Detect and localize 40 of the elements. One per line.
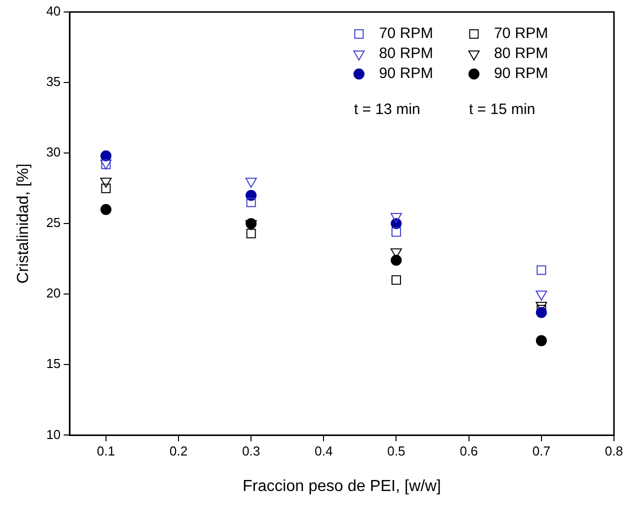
x-tick-label: 0.1 — [96, 444, 115, 459]
legend-label: 90 RPM — [378, 65, 434, 82]
annotation: t = 13 min — [354, 101, 420, 118]
x-tick-label: 0.8 — [604, 444, 624, 459]
point — [392, 275, 401, 285]
y-tick-label: 10 — [46, 426, 61, 442]
y-axis-title: Cristalinidad, [%] — [15, 164, 32, 284]
legend-label: 80 RPM — [494, 45, 548, 62]
y-tick-label: 40 — [46, 4, 61, 19]
legend-label: 90 RPM — [494, 65, 548, 82]
point — [392, 227, 401, 237]
point — [246, 228, 256, 238]
x-tick-label: 0.2 — [169, 444, 188, 459]
x-tick-label: 0.4 — [314, 444, 333, 459]
x-tick-label: 0.3 — [242, 444, 260, 459]
point — [100, 178, 112, 188]
point — [101, 184, 111, 194]
y-tick-label: 20 — [46, 286, 61, 301]
point — [536, 290, 548, 301]
point — [536, 335, 547, 346]
x-tick-label: 0.6 — [460, 444, 478, 459]
y-tick-label: 15 — [46, 356, 61, 372]
legend-label: 70 RPM — [378, 25, 434, 42]
y-tick-label: 25 — [46, 215, 61, 230]
y-tick-label: 35 — [46, 74, 61, 90]
x-tick-label: 0.7 — [532, 444, 550, 459]
point — [390, 213, 402, 224]
y-tick-label: 30 — [46, 144, 61, 160]
annotation: t = 15 min — [468, 101, 536, 118]
x-axis-title: Fraccion peso de PEI, [w/w] — [242, 478, 441, 495]
x-tick-label: 0.5 — [387, 444, 406, 459]
point — [100, 204, 112, 215]
point — [536, 306, 547, 318]
point — [245, 178, 257, 188]
point — [536, 265, 546, 275]
point — [100, 150, 112, 162]
legend-label: 70 RPM — [494, 25, 548, 42]
legend-label: 80 RPM — [378, 45, 434, 62]
point — [246, 198, 256, 208]
point — [390, 254, 402, 266]
